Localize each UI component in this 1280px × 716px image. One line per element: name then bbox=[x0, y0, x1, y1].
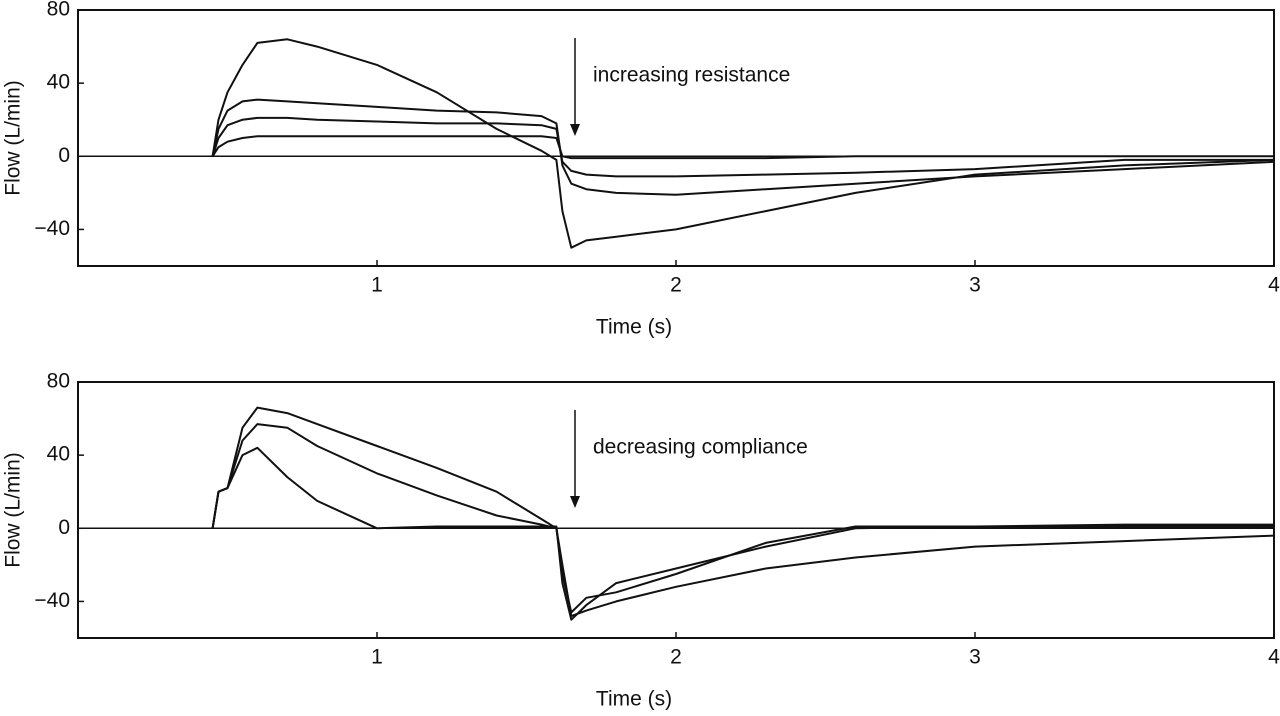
annotation-arrowhead bbox=[570, 496, 580, 508]
x-tick-label: 2 bbox=[670, 646, 682, 669]
plot-frame bbox=[77, 9, 1275, 267]
flow-curve bbox=[211, 116, 1274, 178]
plot-frame bbox=[77, 381, 1275, 639]
x-tick-label: 3 bbox=[969, 274, 981, 297]
y-tick-label: −40 bbox=[34, 217, 70, 240]
x-axis-title: Time (s) bbox=[596, 688, 672, 711]
x-tick-label: 4 bbox=[1268, 646, 1280, 669]
y-tick-label: 80 bbox=[47, 370, 70, 393]
y-axis-title: Flow (L/min) bbox=[2, 80, 25, 196]
x-axis-title: Time (s) bbox=[596, 316, 672, 339]
annotation-arrowhead bbox=[570, 124, 580, 136]
flow-curve bbox=[211, 406, 1275, 618]
x-tick-label: 1 bbox=[371, 646, 383, 669]
flow-curve bbox=[211, 38, 1275, 249]
flow-curve bbox=[211, 446, 1274, 621]
annotation: increasing resistance bbox=[593, 64, 790, 87]
x-tick-label: 1 bbox=[371, 274, 383, 297]
flow-curve bbox=[211, 98, 1275, 196]
x-tick-label: 4 bbox=[1268, 274, 1280, 297]
y-tick-label: −40 bbox=[34, 589, 70, 612]
y-tick-label: 40 bbox=[47, 71, 70, 94]
y-tick-label: 0 bbox=[58, 144, 70, 167]
y-tick-label: 0 bbox=[58, 516, 70, 539]
y-tick-label: 40 bbox=[47, 443, 70, 466]
annotation: decreasing compliance bbox=[593, 436, 808, 459]
x-tick-label: 2 bbox=[670, 274, 682, 297]
y-tick-label: 80 bbox=[47, 0, 70, 21]
x-tick-label: 3 bbox=[969, 646, 981, 669]
flow-curve bbox=[211, 135, 1274, 160]
y-axis-title: Flow (L/min) bbox=[2, 452, 25, 568]
